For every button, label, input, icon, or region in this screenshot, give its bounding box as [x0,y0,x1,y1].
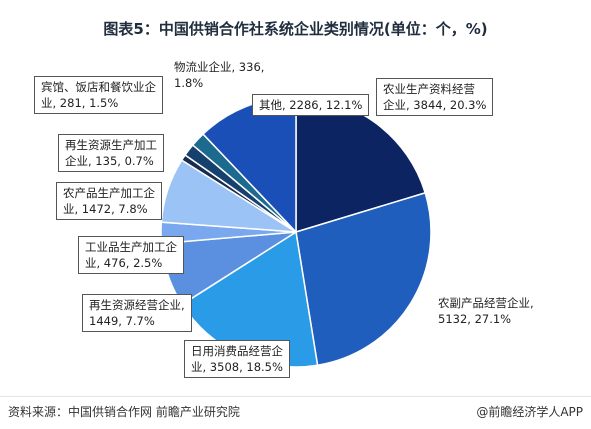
label-agri-byproducts: 农副产品经营企业, 5132, 27.1% [434,294,538,328]
label-agri-supplies-line1: 农业生产资料经营 [383,82,475,96]
label-agri-processing-line2: 业, 1472, 7.8% [63,202,148,216]
label-other: 其他, 2286, 12.1% [252,94,370,116]
label-hotels-restaurants-line2: 业, 281, 1.5% [41,96,119,110]
label-daily-goods-line2: 业, 3508, 18.5% [191,360,283,374]
label-industrial-processing-line1: 工业品生产加工企 [85,240,177,254]
label-agri-processing: 农产品生产加工企 业, 1472, 7.8% [56,182,162,220]
label-recycling-trade: 再生资源经营企业, 1449, 7.7% [82,294,192,332]
label-recycling-processing-line2: 企业, 135, 0.7% [65,154,154,168]
label-recycling-trade-line1: 再生资源经营企业, [89,298,185,312]
label-recycling-trade-line2: 1449, 7.7% [89,314,155,328]
label-daily-goods-line1: 日用消费品经营企 [191,344,283,358]
source-note: 资料来源：中国供销合作网 前瞻产业研究院 [8,405,240,419]
label-industrial-processing: 工业品生产加工企 业, 476, 2.5% [78,236,184,274]
label-logistics: 物流业企业, 336, 1.8% [170,58,269,92]
label-daily-goods: 日用消费品经营企 业, 3508, 18.5% [184,340,290,378]
label-hotels-restaurants: 宾馆、饭店和餐饮业企 业, 281, 1.5% [34,76,163,114]
label-logistics-line2: 1.8% [174,76,204,90]
footer-divider [0,396,591,397]
label-industrial-processing-line2: 业, 476, 2.5% [85,256,163,270]
pie-slice-1 [295,191,432,367]
brand-credit: @前瞻经济学人APP [476,405,583,419]
label-hotels-restaurants-line1: 宾馆、饭店和餐饮业企 [41,80,156,94]
label-recycling-processing-line1: 再生资源生产加工 [65,138,157,152]
label-agri-byproducts-line1: 农副产品经营企业, [438,296,534,310]
label-recycling-processing: 再生资源生产加工 企业, 135, 0.7% [58,134,164,172]
label-agri-processing-line1: 农产品生产加工企 [63,186,155,200]
label-agri-supplies: 农业生产资料经营 企业, 3844, 20.3% [376,78,494,116]
label-agri-supplies-line2: 企业, 3844, 20.3% [383,98,487,112]
label-other-line1: 其他, 2286, 12.1% [259,98,363,112]
label-agri-byproducts-line2: 5132, 27.1% [438,312,512,326]
label-logistics-line1: 物流业企业, 336, [174,60,265,74]
chart-title: 图表5：中国供销合作社系统企业类别情况(单位：个，%) [103,20,488,38]
